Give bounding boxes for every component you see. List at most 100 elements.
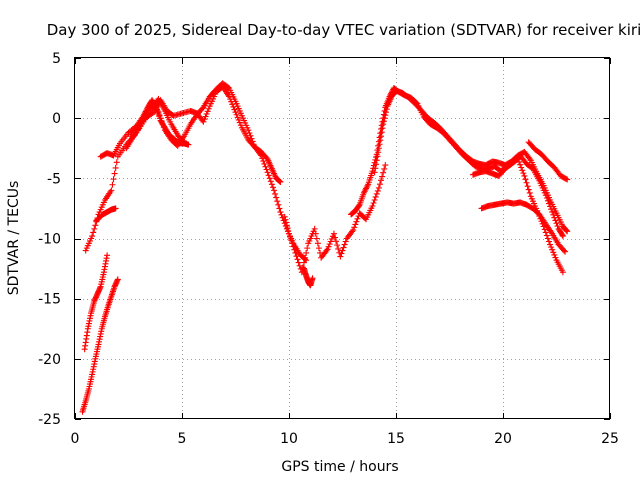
data-point xyxy=(152,103,159,110)
data-point xyxy=(378,125,385,132)
data-point xyxy=(563,175,570,182)
data-point xyxy=(91,225,98,232)
data-point xyxy=(369,203,376,210)
data-point xyxy=(317,249,324,256)
data-point xyxy=(375,149,382,156)
data-point xyxy=(112,205,119,212)
data-point xyxy=(372,165,379,172)
data-point xyxy=(554,223,561,230)
data-point xyxy=(264,169,271,176)
series-H xyxy=(281,162,389,276)
series-F xyxy=(81,252,111,353)
data-point xyxy=(370,200,377,207)
data-point xyxy=(383,109,390,116)
data-point xyxy=(263,166,270,173)
data-point xyxy=(371,169,378,176)
data-points xyxy=(79,80,571,415)
data-point xyxy=(90,229,97,236)
data-point xyxy=(377,130,384,137)
data-point xyxy=(382,162,389,169)
data-point xyxy=(230,103,237,110)
x-axis-label: GPS time / hours xyxy=(281,459,398,475)
data-point xyxy=(562,248,569,255)
data-point xyxy=(235,116,242,123)
data-point xyxy=(563,227,570,234)
data-point xyxy=(373,161,380,168)
data-point xyxy=(92,222,99,229)
data-point xyxy=(373,190,380,197)
data-point xyxy=(293,253,300,260)
data-point xyxy=(378,133,385,140)
data-point xyxy=(276,205,283,212)
data-point xyxy=(203,110,210,117)
data-point xyxy=(516,158,523,165)
data-point xyxy=(324,246,331,253)
data-point xyxy=(248,135,255,142)
series-M xyxy=(478,199,569,255)
x-tick-label: 25 xyxy=(601,431,619,447)
data-point xyxy=(249,138,256,145)
data-point xyxy=(526,155,533,162)
data-point xyxy=(335,245,342,252)
data-point xyxy=(544,235,551,242)
data-point xyxy=(289,240,296,247)
data-point xyxy=(144,105,151,112)
data-point xyxy=(360,189,367,196)
data-point xyxy=(353,218,360,225)
data-point xyxy=(379,173,386,180)
data-point xyxy=(114,276,121,283)
data-point xyxy=(89,233,96,240)
data-point xyxy=(143,107,150,114)
data-point xyxy=(275,201,282,208)
data-point xyxy=(541,226,548,233)
data-point xyxy=(276,178,283,185)
y-tick-label: 5 xyxy=(52,51,61,67)
data-point xyxy=(199,105,206,112)
data-point xyxy=(267,178,274,185)
data-point xyxy=(296,262,303,269)
data-point xyxy=(382,112,389,119)
data-point xyxy=(234,114,241,121)
data-point xyxy=(551,251,558,258)
data-point xyxy=(373,157,380,164)
data-point xyxy=(283,222,290,229)
y-tick-label: -25 xyxy=(38,412,61,428)
data-point xyxy=(288,237,295,244)
data-point xyxy=(553,220,560,227)
data-point xyxy=(236,119,243,126)
data-point xyxy=(281,213,288,220)
series-D xyxy=(123,80,284,185)
data-point xyxy=(276,177,283,184)
data-point xyxy=(294,256,301,263)
data-point xyxy=(323,247,330,254)
data-point xyxy=(552,254,559,261)
data-point xyxy=(109,181,116,188)
data-point xyxy=(328,235,335,242)
data-point xyxy=(229,101,236,108)
data-point xyxy=(376,134,383,141)
x-tick-label: 10 xyxy=(280,431,298,447)
data-point xyxy=(225,84,232,91)
data-point xyxy=(363,185,370,192)
data-point xyxy=(380,169,387,176)
data-point xyxy=(549,246,556,253)
data-point xyxy=(269,184,276,191)
data-point xyxy=(200,118,207,125)
data-point xyxy=(338,250,345,257)
data-point xyxy=(265,172,272,179)
x-tick-label: 20 xyxy=(494,431,512,447)
axis-ticks: 0 5 10 15 20 25 -25 -20 -15 -10 -5 0 5 xyxy=(38,51,619,447)
data-point xyxy=(340,244,347,251)
data-point xyxy=(375,138,382,145)
data-point xyxy=(546,238,553,245)
data-point xyxy=(548,244,555,251)
data-point xyxy=(564,176,571,183)
data-point xyxy=(330,230,337,237)
y-tick-label: -5 xyxy=(47,171,61,187)
data-point xyxy=(332,234,339,241)
data-point xyxy=(202,113,209,120)
data-point xyxy=(381,115,388,122)
y-tick-label: -10 xyxy=(38,232,61,248)
data-point xyxy=(327,238,334,245)
data-point xyxy=(266,175,273,182)
